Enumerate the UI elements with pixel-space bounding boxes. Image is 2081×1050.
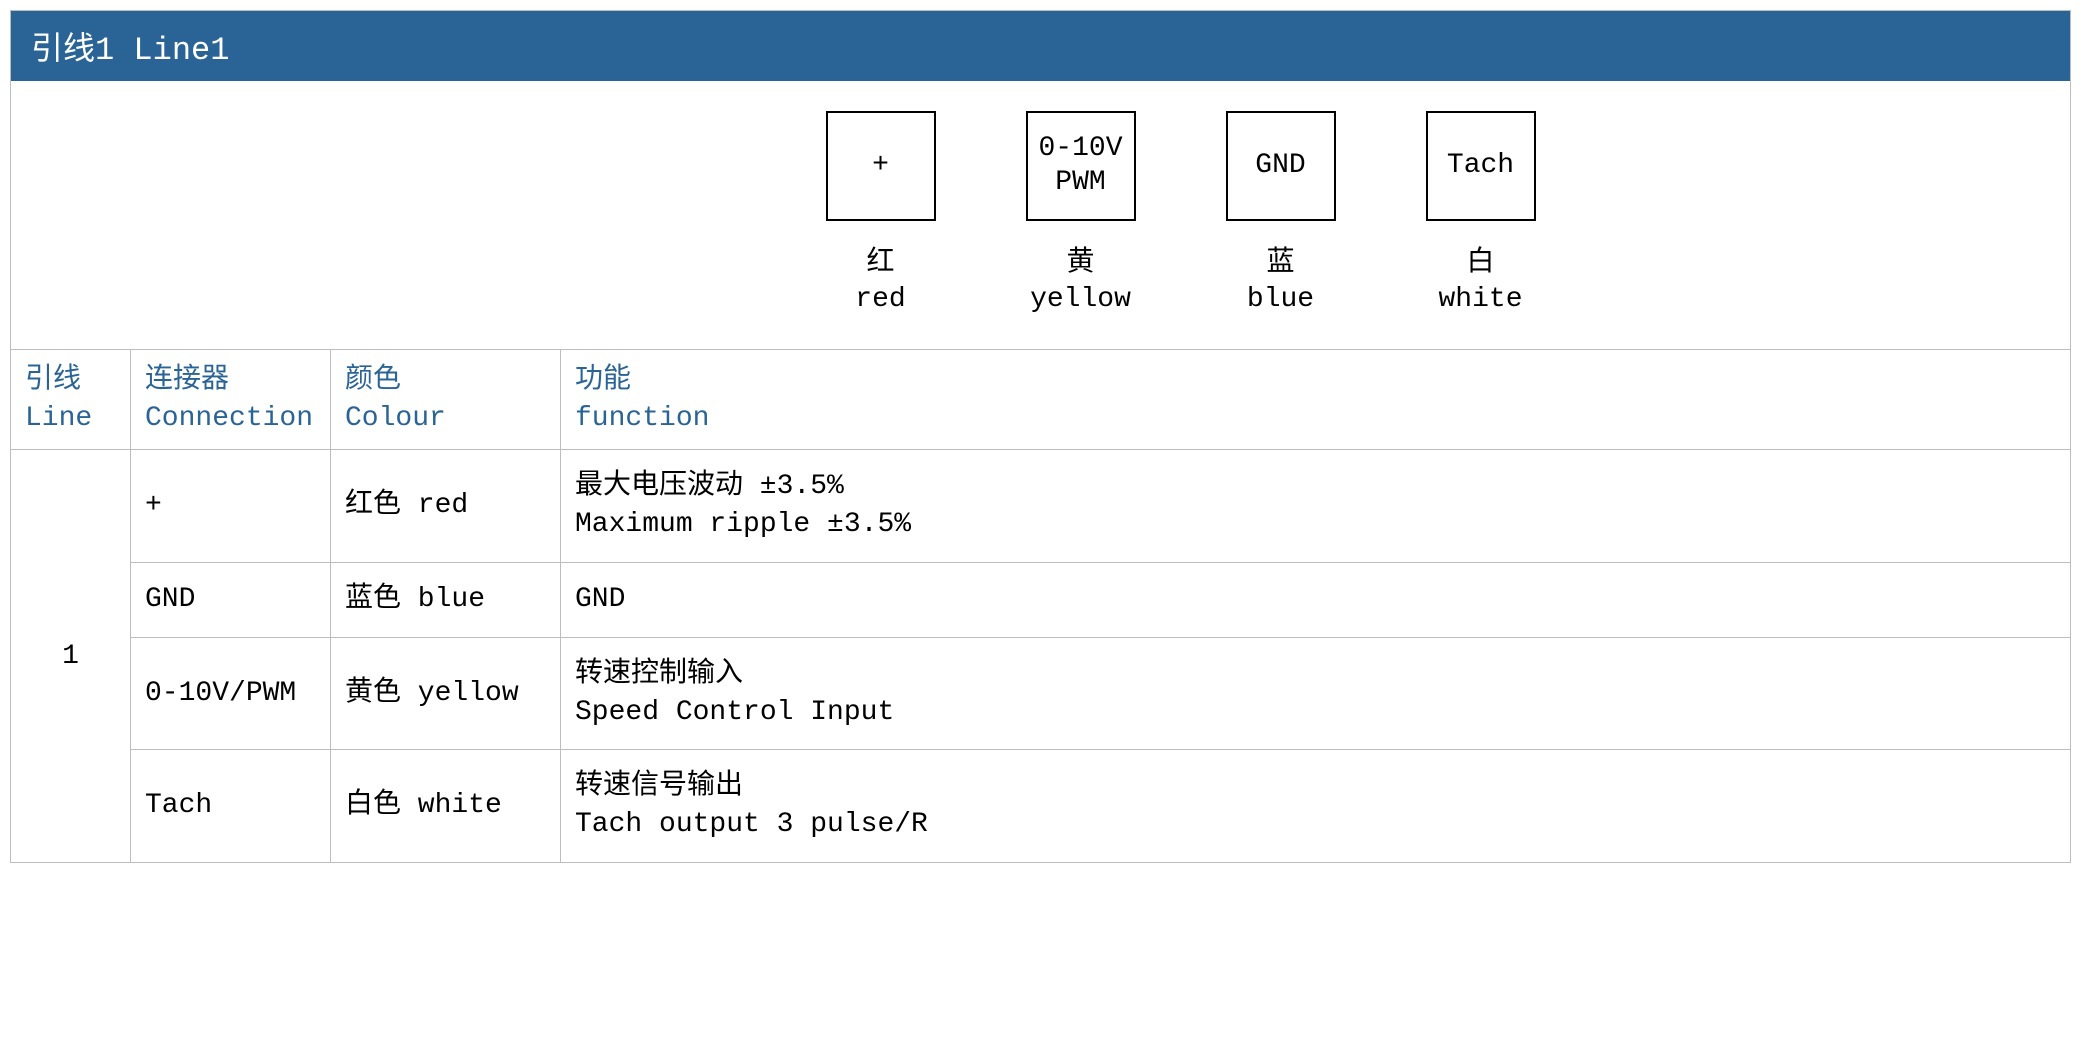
- table-row: + 红色 red 最大电压波动 ±3.5% Maximum ripple ±3.…: [131, 450, 2070, 563]
- cell-connection: GND: [131, 563, 331, 637]
- table-row: GND 蓝色 blue GND: [131, 563, 2070, 638]
- pin-label: 蓝 blue: [1247, 246, 1314, 319]
- cell-colour: 白色 white: [331, 750, 561, 862]
- function-en: Speed Control Input: [575, 694, 894, 732]
- th-en: function: [575, 400, 2056, 438]
- function-cn: 转速控制输入: [575, 656, 894, 694]
- table-body: 1 + 红色 red 最大电压波动 ±3.5% Maximum ripple ±…: [11, 450, 2070, 862]
- pin-label-en: yellow: [1030, 282, 1131, 318]
- spec-table-container: 引线1 Line1 + 红 red 0-10V PWM: [10, 10, 2071, 863]
- pin-box-line2: PWM: [1055, 166, 1105, 200]
- line-number: 1: [62, 641, 79, 672]
- cell-connection: +: [131, 450, 331, 562]
- pin-label-en: white: [1438, 282, 1522, 318]
- cell-function: 转速控制输入 Speed Control Input: [561, 638, 2070, 750]
- pin-box: Tach: [1426, 111, 1536, 221]
- pin-item: 0-10V PWM 黄 yellow: [1026, 111, 1136, 319]
- cell-function: GND: [561, 563, 2070, 637]
- pin-label-cn: 黄: [1030, 246, 1131, 282]
- function-cn: GND: [575, 581, 625, 619]
- pin-label-cn: 白: [1438, 246, 1522, 282]
- table-rows: + 红色 red 最大电压波动 ±3.5% Maximum ripple ±3.…: [131, 450, 2070, 862]
- table-header-row: 引线 Line 连接器 Connection 颜色 Colour 功能 func…: [11, 350, 2070, 451]
- pin-box-line1: 0-10V: [1038, 132, 1122, 166]
- cell-function: 最大电压波动 ±3.5% Maximum ripple ±3.5%: [561, 450, 2070, 562]
- th-cn: 引线: [25, 362, 116, 400]
- cell-connection: 0-10V/PWM: [131, 638, 331, 750]
- table-row: Tach 白色 white 转速信号输出 Tach output 3 pulse…: [131, 750, 2070, 862]
- th-colour: 颜色 Colour: [331, 350, 561, 450]
- pin-item: Tach 白 white: [1426, 111, 1536, 319]
- pin-box-line1: GND: [1255, 149, 1305, 183]
- section-header: 引线1 Line1: [11, 11, 2070, 81]
- pin-label-cn: 红: [855, 246, 905, 282]
- th-cn: 功能: [575, 362, 2056, 400]
- th-function: 功能 function: [561, 350, 2070, 450]
- th-cn: 连接器: [145, 362, 316, 400]
- pin-label-cn: 蓝: [1247, 246, 1314, 282]
- th-en: Colour: [345, 400, 546, 438]
- function-en: Maximum ripple ±3.5%: [575, 506, 911, 544]
- line-number-cell: 1: [11, 450, 131, 862]
- function-cn: 转速信号输出: [575, 768, 928, 806]
- pin-box: GND: [1226, 111, 1336, 221]
- pin-label: 白 white: [1438, 246, 1522, 319]
- pin-label-en: blue: [1247, 282, 1314, 318]
- th-en: Connection: [145, 400, 316, 438]
- pin-label: 黄 yellow: [1030, 246, 1131, 319]
- cell-connection: Tach: [131, 750, 331, 862]
- section-title: 引线1 Line1: [31, 32, 229, 69]
- pin-diagram-row: + 红 red 0-10V PWM 黄 yellow: [546, 111, 1536, 319]
- table-row: 0-10V/PWM 黄色 yellow 转速控制输入 Speed Control…: [131, 638, 2070, 751]
- th-en: Line: [25, 400, 116, 438]
- pin-diagram-section: + 红 red 0-10V PWM 黄 yellow: [11, 81, 2070, 350]
- pin-box: 0-10V PWM: [1026, 111, 1136, 221]
- th-connection: 连接器 Connection: [131, 350, 331, 450]
- cell-colour: 红色 red: [331, 450, 561, 562]
- pin-box-line1: +: [872, 149, 889, 183]
- pin-box-line1: Tach: [1447, 149, 1514, 183]
- function-en: Tach output 3 pulse/R: [575, 806, 928, 844]
- th-cn: 颜色: [345, 362, 546, 400]
- cell-colour: 黄色 yellow: [331, 638, 561, 750]
- cell-function: 转速信号输出 Tach output 3 pulse/R: [561, 750, 2070, 862]
- cell-colour: 蓝色 blue: [331, 563, 561, 637]
- pin-label: 红 red: [855, 246, 905, 319]
- pin-label-en: red: [855, 282, 905, 318]
- pin-item: GND 蓝 blue: [1226, 111, 1336, 319]
- function-cn: 最大电压波动 ±3.5%: [575, 468, 911, 506]
- pin-box: +: [826, 111, 936, 221]
- th-line: 引线 Line: [11, 350, 131, 450]
- pin-item: + 红 red: [826, 111, 936, 319]
